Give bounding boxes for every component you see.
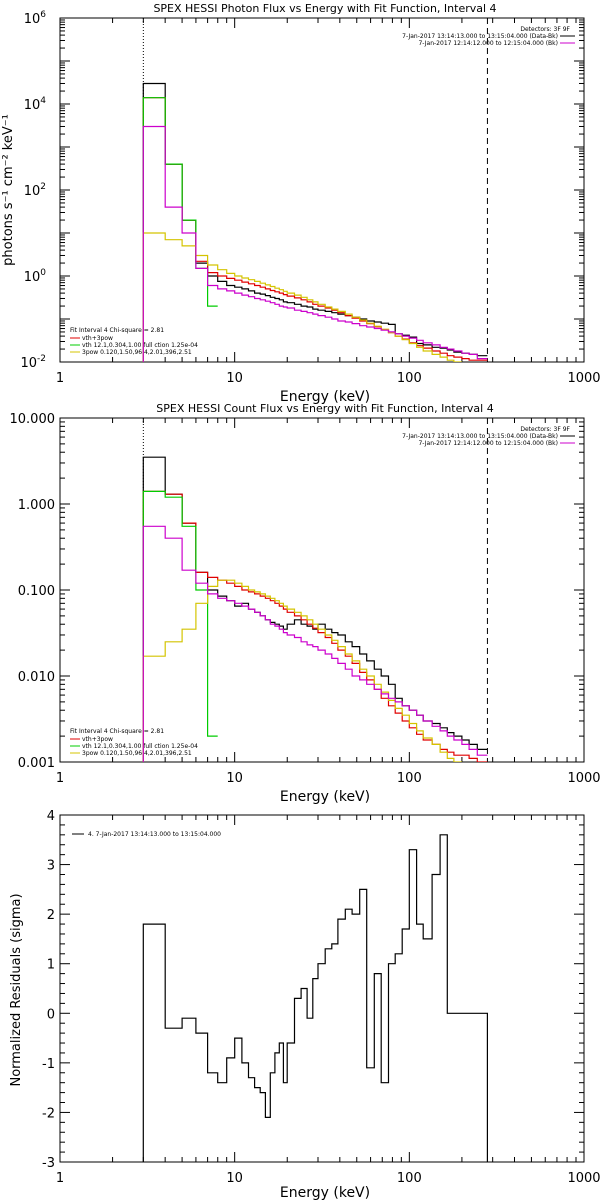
residuals-y-tick-label: -3: [42, 1156, 55, 1171]
count-flux-series-pow: [142, 579, 462, 762]
count-flux-x-tick-label: 10: [226, 771, 243, 786]
residuals-plot-frame: [59, 814, 585, 1163]
count-flux-y-tick-label: 0.100: [18, 584, 55, 599]
count-flux-y-tick-label: 0.001: [18, 756, 55, 771]
fit-legend-header: Fit Interval 4 Chi-square = 2.81: [70, 327, 164, 334]
residuals-x-tick-label: 1: [56, 1171, 64, 1186]
count-flux-x-tick-label: 1000: [567, 771, 600, 786]
photon-flux-series-background: [142, 125, 488, 362]
residuals-series-residuals: [142, 834, 488, 1162]
count-flux-panel: SPEX HESSI Count Flux vs Energy with Fit…: [10, 402, 600, 805]
photon-flux-ylabel: photons s⁻¹ cm⁻² keV⁻¹: [1, 114, 16, 266]
photon-flux-series-data: [142, 82, 488, 362]
top-legend-bk: 7-Jan-2017 12:14:12.000 to 12:15:04.000 …: [418, 40, 558, 47]
residuals-legend-text: 4. 7-Jan-2017 13:14:13.000 to 13:15:04.0…: [88, 831, 221, 838]
photon-flux-fit-legend: Fit Interval 4 Chi-square = 2.81 vth+3po…: [70, 327, 198, 356]
fit-legend-pow: 3pow 0.120,1.50,96.4,2.01,396,2.51: [82, 349, 192, 356]
photon-flux-series-total_fit: [142, 97, 488, 362]
residuals-panel: Energy (keV) Normalized Residuals (sigma…: [9, 809, 600, 1200]
count-flux-top-legend: Detectors: 3F 9F 7-Jan-2017 13:14:13.000…: [402, 426, 575, 447]
count-flux-title: SPEX HESSI Count Flux vs Energy with Fit…: [156, 402, 493, 415]
fit-legend-pow: 3pow 0.120,1.50,96.4,2.01,396,2.51: [82, 750, 192, 757]
count-flux-y-tick-label: 0.010: [18, 670, 55, 685]
photon-flux-series-pow: [142, 232, 462, 362]
fit-legend-vth: vth 12.1,0.304,1.00 full ction 1.25e-04: [82, 743, 198, 750]
count-flux-fit-legend: Fit Interval 4 Chi-square = 2.81 vth+3po…: [70, 728, 198, 757]
fit-legend-total: vth+3pow: [82, 335, 113, 342]
residuals-y-tick-label: 0: [47, 1007, 55, 1022]
photon-flux-top-legend: Detectors: 3F 9F 7-Jan-2017 13:14:13.000…: [402, 26, 575, 47]
residuals-y-tick-label: -2: [42, 1106, 55, 1121]
count-flux-x-tick-label: 100: [397, 771, 422, 786]
top-legend-data: 7-Jan-2017 13:14:13.000 to 13:15:04.000 …: [402, 33, 558, 40]
count-flux-series-background: [142, 525, 488, 762]
fit-legend-header: Fit Interval 4 Chi-square = 2.81: [70, 728, 164, 735]
residuals-x-tick-label: 100: [397, 1171, 422, 1186]
top-legend-data: 7-Jan-2017 13:14:13.000 to 13:15:04.000 …: [402, 433, 558, 440]
detector-label: Detectors: 3F 9F: [520, 26, 570, 33]
residuals-x-tick-label: 1000: [567, 1171, 600, 1186]
fit-legend-vth: vth 12.1,0.304,1.00 full ction 1.25e-04: [82, 342, 198, 349]
count-flux-y-tick-label: 10.000: [10, 412, 56, 427]
photon-flux-x-tick-label: 100: [397, 371, 422, 386]
count-flux-xlabel: Energy (keV): [280, 789, 370, 805]
residuals-y-tick-label: -1: [42, 1057, 55, 1072]
detector-label: Detectors: 3F 9F: [520, 426, 570, 433]
residuals-y-tick-label: 4: [47, 809, 55, 824]
residuals-y-tick-label: 3: [47, 859, 55, 874]
residuals-y-tick-label: 1: [47, 958, 55, 973]
photon-flux-xlabel: Energy (keV): [280, 389, 370, 405]
photon-flux-title: SPEX HESSI Photon Flux vs Energy with Fi…: [153, 2, 496, 15]
count-flux-series-vth: [142, 490, 218, 762]
residuals-legend: 4. 7-Jan-2017 13:14:13.000 to 13:15:04.0…: [72, 831, 221, 838]
residuals-xlabel: Energy (keV): [280, 1185, 370, 1200]
residuals-x-tick-label: 10: [226, 1171, 243, 1186]
count-flux-y-tick-label: 1.000: [18, 498, 55, 513]
photon-flux-x-tick-label: 10: [226, 371, 243, 386]
photon-flux-x-tick-label: 1: [56, 371, 64, 386]
photon-flux-x-tick-label: 1000: [567, 371, 600, 386]
residuals-y-tick-label: 2: [47, 908, 55, 923]
residuals-ylabel: Normalized Residuals (sigma): [9, 893, 24, 1086]
count-flux-x-tick-label: 1: [56, 771, 64, 786]
fit-legend-total: vth+3pow: [82, 736, 113, 743]
top-legend-bk: 7-Jan-2017 12:14:12.000 to 12:15:04.000 …: [418, 440, 558, 447]
